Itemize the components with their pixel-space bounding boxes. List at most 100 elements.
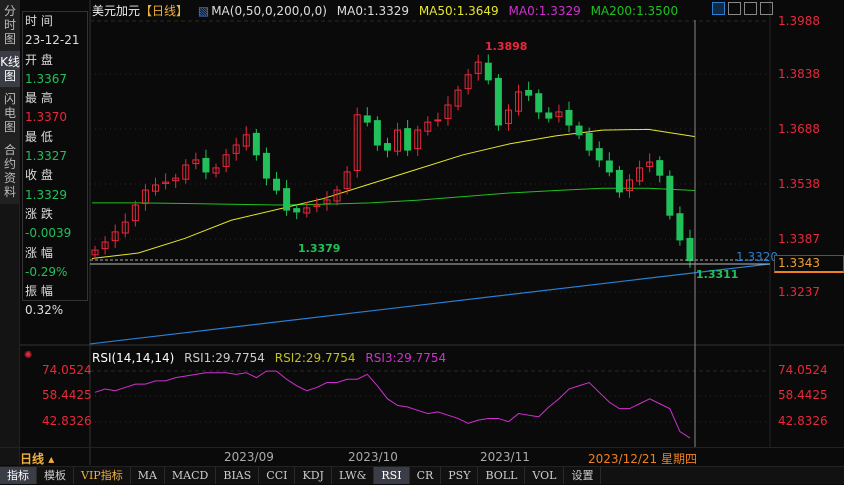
rsi-left-tick: 74.0524	[42, 363, 92, 377]
candle-body	[121, 221, 129, 234]
zoom-right-icon[interactable]	[760, 2, 773, 15]
candle-body	[343, 171, 351, 190]
tab-kline[interactable]: K线图	[0, 51, 20, 88]
period-selector[interactable]: 日线 ▴	[20, 452, 55, 466]
indicator-tab[interactable]: BOLL	[478, 467, 526, 484]
indicator-tab[interactable]: VOL	[525, 467, 565, 484]
tab-contract-info[interactable]: 合约资料	[0, 139, 20, 204]
candle-body	[242, 134, 250, 147]
indicator-tab[interactable]: RSI	[374, 467, 410, 484]
candle-body	[262, 152, 270, 179]
high-value: 1.3370	[25, 110, 67, 125]
candle-body	[414, 129, 422, 150]
candle-body	[636, 167, 644, 182]
low-annotation: 1.3379	[298, 242, 341, 255]
rsi2-value: RSI2:29.7754	[274, 351, 356, 365]
indicator-tab[interactable]: MACD	[165, 467, 217, 484]
rsi-params[interactable]: RSI(14,14,14)	[92, 351, 175, 365]
candle-body	[273, 178, 281, 191]
symbol-name: 美元加元	[92, 4, 141, 18]
crosshair-icon[interactable]	[712, 2, 725, 15]
candle-body	[625, 179, 633, 191]
indicator-tab[interactable]: LW&	[332, 467, 375, 484]
candle-body	[686, 237, 694, 262]
trendline-label: 1.3320	[736, 250, 778, 264]
indicator-tab[interactable]: VIP指标	[74, 467, 131, 484]
candle-body	[525, 89, 533, 96]
indicator-tab[interactable]: 指标	[0, 467, 37, 484]
change-value: -0.0039	[25, 226, 72, 241]
candle-body	[504, 109, 512, 125]
indicator-tab[interactable]: MA	[131, 467, 165, 484]
date-label: 2023/09	[224, 450, 274, 464]
candle-body	[434, 119, 442, 122]
indicator-tab[interactable]: KDJ	[295, 467, 332, 484]
close-value: 1.3329	[25, 187, 67, 202]
indicator-tab[interactable]: CCI	[259, 467, 296, 484]
change-label: 涨 跌	[25, 206, 53, 221]
low-value: 1.3327	[25, 149, 67, 164]
low-label: 最 低	[25, 129, 53, 144]
pct-value: -0.29%	[25, 264, 68, 279]
current-price-label: 1.3343	[774, 255, 844, 273]
candle-body	[545, 112, 553, 119]
candle-body	[404, 128, 412, 151]
ma0-value: MA0:1.3329	[336, 4, 409, 18]
trendline	[89, 263, 771, 345]
indicator-tab[interactable]: CR	[410, 467, 442, 484]
ma50-line	[91, 128, 696, 259]
candle-body	[252, 132, 260, 156]
candle-body	[424, 121, 432, 132]
indicator-tabs: 指标 模板 VIP指标 MA MACD BIAS CCI KDJ LW& RSI CR PSY BOLL…	[0, 466, 844, 484]
candle-body	[283, 188, 291, 211]
candle-body	[585, 132, 593, 151]
candle-body	[535, 93, 543, 113]
tab-timeshare[interactable]: 分时图	[0, 0, 20, 51]
candle-body	[91, 249, 99, 256]
play-icon[interactable]	[744, 2, 757, 15]
candle-body	[323, 199, 331, 205]
rsi-left-tick: 42.8326	[42, 414, 92, 428]
candle-body	[646, 161, 654, 167]
candle-body	[293, 208, 301, 213]
zoom-left-icon[interactable]	[728, 2, 741, 15]
candle-body	[494, 77, 502, 126]
amp-value: 0.32%	[25, 303, 64, 318]
indicator-tab[interactable]: PSY	[441, 467, 479, 484]
ma0b-value: MA0:1.3329	[508, 4, 581, 18]
candle-body	[212, 167, 220, 174]
candle-body	[131, 204, 139, 222]
date-axis: 日线 ▴ 2023/09 2023/10 2023/11 2023/12/21 …	[0, 447, 844, 466]
candle-body	[444, 104, 452, 119]
ma-params[interactable]: MA(0,50,0,200,0,0)	[211, 4, 327, 18]
candle-body	[313, 204, 321, 207]
candle-body	[595, 148, 603, 161]
date-label: 2023/11	[480, 450, 530, 464]
rsi-line	[94, 370, 691, 439]
rsi-tick: 58.4425	[778, 388, 828, 402]
chart-toolbar	[712, 2, 773, 15]
candle-body	[172, 177, 180, 182]
candle-body	[111, 231, 119, 242]
tab-flash[interactable]: 闪电图	[0, 88, 20, 139]
period-label: 【日线】	[140, 4, 189, 18]
price-tick: 1.3237	[778, 285, 820, 299]
rsi-settings-icon[interactable]: ✺	[24, 350, 33, 361]
indicator-tab[interactable]: 设置	[564, 467, 602, 484]
candle-body	[484, 62, 492, 81]
candle-body	[454, 89, 462, 107]
candle-body	[303, 207, 311, 214]
ma50-value: MA50:1.3649	[418, 4, 499, 18]
candle-body	[565, 109, 573, 126]
indicator-tab[interactable]: 模板	[37, 467, 74, 484]
price-tick: 1.3688	[778, 122, 820, 136]
indicator-tab[interactable]: BIAS	[216, 467, 260, 484]
candle-body	[152, 184, 160, 192]
candle-body	[363, 115, 371, 123]
period-label: 日线	[20, 452, 45, 466]
ma200-line	[92, 187, 696, 206]
open-value: 1.3367	[25, 71, 67, 86]
rsi1-value: RSI1:29.7754	[184, 351, 265, 365]
candle-body	[605, 160, 613, 173]
